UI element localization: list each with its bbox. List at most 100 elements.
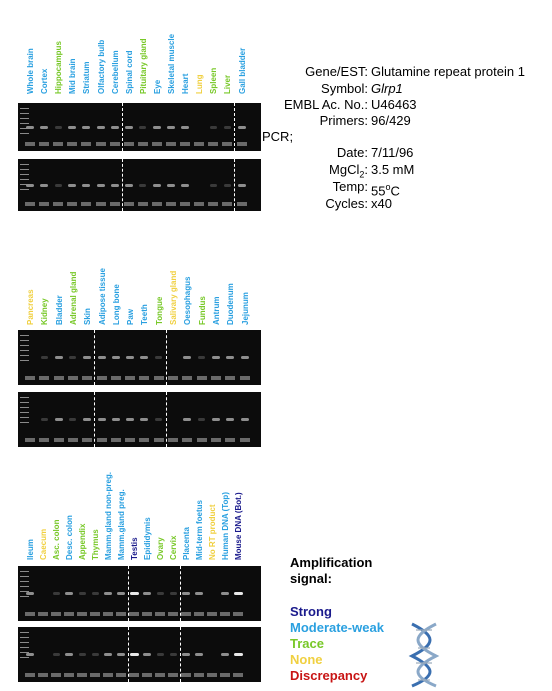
pcr-band xyxy=(182,653,190,656)
primer-band xyxy=(180,142,191,146)
primer-band xyxy=(239,376,250,380)
lane-label: Cervix xyxy=(169,535,178,560)
primer-band xyxy=(194,142,205,146)
ladder-band xyxy=(20,581,29,582)
ladder-band xyxy=(20,417,29,418)
primer-band xyxy=(53,202,64,206)
mgcl-value: 3.5 mM xyxy=(371,162,415,177)
pcr-band xyxy=(26,653,34,656)
pcr-band xyxy=(167,126,175,129)
lane-label: Paw xyxy=(126,308,136,325)
legend-title: Amplification signal: xyxy=(290,555,372,587)
pcr-band xyxy=(40,356,48,359)
pcr-band xyxy=(129,592,139,595)
primer-band xyxy=(236,202,247,206)
lane-label: Appendix xyxy=(78,523,87,560)
pcr-band xyxy=(26,592,34,595)
primer-band xyxy=(39,438,50,442)
lane-label: Duodenum xyxy=(226,283,236,325)
ladder-band xyxy=(20,164,29,165)
primers-key: Primers: xyxy=(319,113,368,128)
gene-key: Gene/EST: xyxy=(305,64,368,79)
primer-band xyxy=(77,673,87,677)
pcr-band xyxy=(140,356,149,359)
lane-label: Jejunum xyxy=(240,292,250,325)
gel-image xyxy=(18,159,261,211)
pcr-band xyxy=(167,184,175,187)
primer-band xyxy=(194,202,205,206)
ladder-band xyxy=(20,345,29,346)
gel-image xyxy=(18,103,261,151)
temp-key: Temp: xyxy=(332,179,368,194)
primer-band xyxy=(208,142,219,146)
lane-label: Mid-term foetus xyxy=(195,500,204,560)
gel-divider xyxy=(127,627,129,682)
pcr-band xyxy=(91,592,99,595)
primer-band xyxy=(64,673,74,677)
primer-band xyxy=(129,612,139,616)
pcr-key: PCR; xyxy=(262,129,294,144)
primer-band xyxy=(39,376,50,380)
lane-label: Pancreas xyxy=(26,289,35,325)
ladder-band xyxy=(20,647,29,648)
primer-band xyxy=(51,673,61,677)
lane-label: Lung xyxy=(195,74,205,94)
pcr-band xyxy=(82,184,91,187)
primer-band xyxy=(142,673,152,677)
ladder-band xyxy=(20,591,29,592)
lane-label: Asc. colon xyxy=(52,519,61,560)
lane-label: Heart xyxy=(181,73,191,94)
primer-band xyxy=(103,612,113,616)
primer-band xyxy=(151,142,162,146)
pcr-band xyxy=(169,653,177,656)
lane-label: Spinal cord xyxy=(124,50,134,94)
primer-band xyxy=(137,202,148,206)
gel-divider xyxy=(179,627,181,682)
primer-band xyxy=(233,612,243,616)
primer-band xyxy=(125,376,136,380)
pcr-band xyxy=(54,126,62,129)
lane-label: Eye xyxy=(152,79,162,94)
pcr-band xyxy=(240,418,249,421)
pcr-band xyxy=(54,184,62,187)
pcr-band xyxy=(226,418,235,421)
pcr-band xyxy=(97,356,106,359)
pcr-band xyxy=(104,592,112,595)
pcr-band xyxy=(68,126,77,129)
gel-divider xyxy=(179,566,181,621)
pcr-band xyxy=(40,418,48,421)
pcr-band xyxy=(198,418,206,421)
pcr-band xyxy=(195,653,203,656)
date-value: 7/11/96 xyxy=(371,145,414,160)
mgcl-subscript: 2 xyxy=(359,169,365,180)
primer-band xyxy=(64,612,74,616)
legend-title-line1: Amplification xyxy=(290,555,373,570)
ladder-band xyxy=(20,184,29,185)
pcr-band xyxy=(83,418,92,421)
ladder-band xyxy=(20,335,29,336)
primer-band xyxy=(181,673,191,677)
primer-band xyxy=(233,673,243,677)
pcr-band xyxy=(221,653,229,656)
legend-title-line2: signal: xyxy=(290,571,332,586)
pcr-band xyxy=(111,356,120,359)
primer-band xyxy=(139,376,150,380)
gel-divider xyxy=(234,103,236,151)
pcr-band xyxy=(139,126,147,129)
ladder-band xyxy=(20,179,29,180)
primer-band xyxy=(194,673,204,677)
pcr-band xyxy=(104,653,112,656)
pcr-band xyxy=(211,418,220,421)
pcr-band xyxy=(126,418,135,421)
lane-label: Desc. colon xyxy=(65,515,74,560)
pcr-band xyxy=(78,592,86,595)
pcr-band xyxy=(91,653,99,656)
mgcl-key: MgCl2: xyxy=(258,162,368,183)
ladder-band xyxy=(20,576,29,577)
pcr-band xyxy=(26,126,34,129)
symbol-value: Glrp1 xyxy=(371,81,403,96)
pcr-band xyxy=(26,184,34,187)
ladder-band xyxy=(20,118,29,119)
primer-band xyxy=(96,438,107,442)
ladder-band xyxy=(20,402,29,403)
